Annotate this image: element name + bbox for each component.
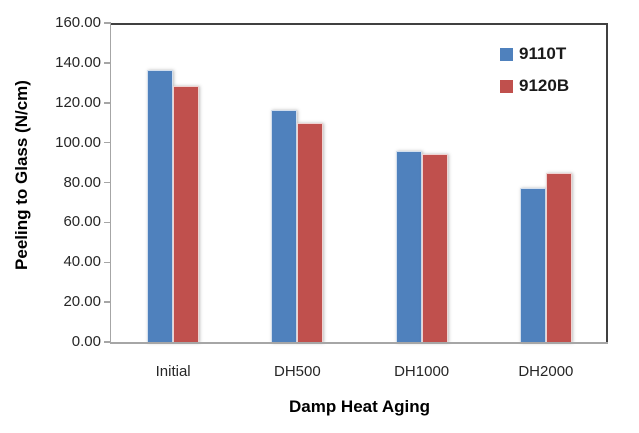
y-tick-mark bbox=[104, 341, 111, 343]
y-axis-line bbox=[109, 23, 111, 344]
y-tick-label: 40.00 bbox=[63, 253, 101, 271]
y-tick-mark bbox=[104, 301, 111, 303]
y-tick-mark bbox=[104, 22, 111, 24]
y-tick-label: 0.00 bbox=[71, 333, 101, 350]
x-category-label: DH500 bbox=[274, 363, 321, 380]
bar-9110T-DH1000 bbox=[395, 150, 422, 343]
bar-9110T-DH500 bbox=[271, 109, 298, 343]
y-tick-mark bbox=[104, 62, 111, 64]
y-tick-label: 160.00 bbox=[55, 14, 101, 31]
bar-9120B-Initial bbox=[173, 85, 200, 343]
bar-9120B-DH500 bbox=[297, 122, 324, 343]
y-tick-mark bbox=[104, 102, 111, 104]
bar-9110T-DH2000 bbox=[519, 188, 546, 343]
legend: 9110T 9120B bbox=[500, 44, 569, 96]
legend-swatch-9120b-icon bbox=[500, 79, 513, 93]
y-tick-label: 60.00 bbox=[63, 213, 101, 231]
y-tick-label: 80.00 bbox=[63, 173, 101, 191]
legend-label-9110t: 9110T bbox=[519, 44, 567, 63]
x-axis-title: Damp Heat Aging bbox=[288, 397, 431, 416]
y-tick-label: 140.00 bbox=[55, 53, 101, 71]
bar-9120B-DH2000 bbox=[545, 172, 572, 343]
y-tick-mark bbox=[104, 221, 111, 224]
legend-item-9110t: 9110T bbox=[500, 44, 569, 64]
x-category-label: DH1000 bbox=[394, 363, 450, 380]
x-category-label: DH2000 bbox=[518, 363, 574, 380]
x-category-label: Initial bbox=[155, 363, 191, 380]
bar-9120B-DH1000 bbox=[421, 153, 448, 343]
legend-swatch-9110t-icon bbox=[500, 47, 513, 61]
legend-label-9120b: 9120B bbox=[519, 76, 570, 95]
y-tick-mark bbox=[104, 181, 111, 184]
bar-9110T-Initial bbox=[147, 69, 174, 343]
legend-item-9120b: 9120B bbox=[500, 76, 569, 96]
y-tick-mark bbox=[104, 261, 111, 263]
x-axis-line bbox=[109, 342, 608, 344]
y-tick-label: 100.00 bbox=[55, 133, 101, 151]
y-tick-label: 120.00 bbox=[55, 93, 101, 111]
y-tick-label: 20.00 bbox=[63, 293, 101, 311]
y-tick-mark bbox=[104, 141, 111, 144]
